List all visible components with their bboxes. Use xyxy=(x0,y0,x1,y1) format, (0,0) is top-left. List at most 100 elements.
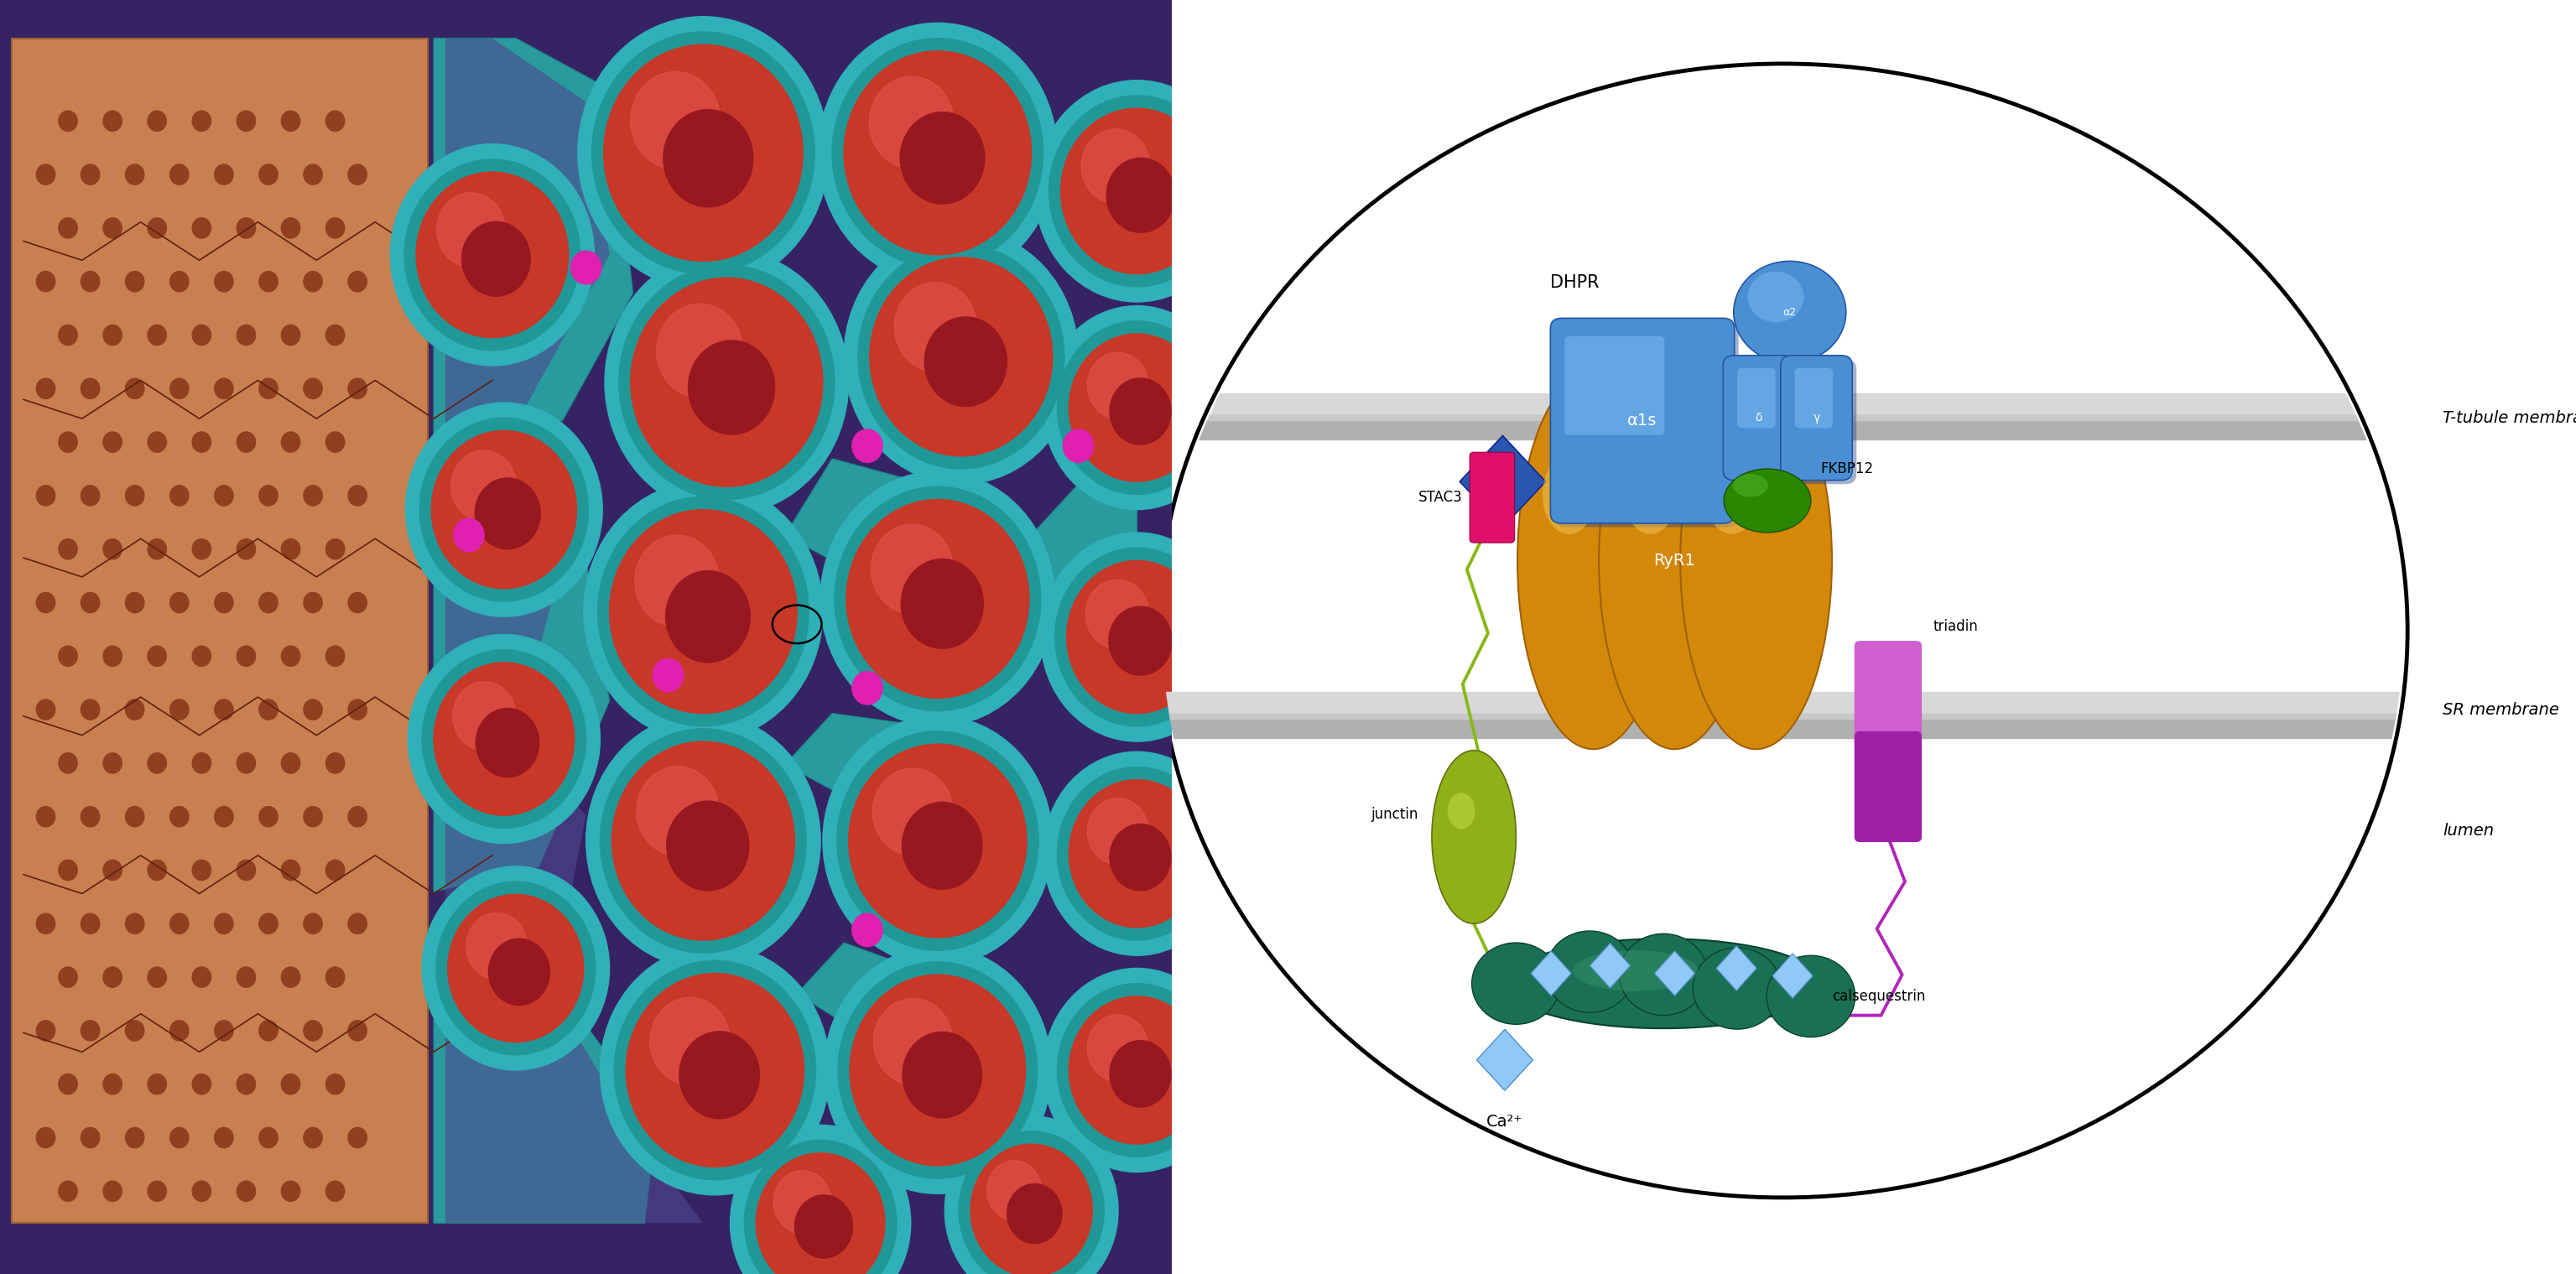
Circle shape xyxy=(80,1020,100,1041)
Circle shape xyxy=(848,744,1028,938)
Text: Ca²⁺: Ca²⁺ xyxy=(1486,1113,1522,1130)
Ellipse shape xyxy=(1705,455,1759,534)
Circle shape xyxy=(147,218,167,238)
Circle shape xyxy=(304,913,322,934)
FancyBboxPatch shape xyxy=(1780,355,1852,480)
Polygon shape xyxy=(1589,943,1631,989)
Circle shape xyxy=(260,1127,278,1148)
Circle shape xyxy=(147,1181,167,1201)
Circle shape xyxy=(853,671,884,705)
Circle shape xyxy=(59,753,77,773)
Circle shape xyxy=(325,967,345,987)
Circle shape xyxy=(1110,378,1172,445)
Circle shape xyxy=(80,271,100,292)
Circle shape xyxy=(237,111,255,131)
Text: FKBP12: FKBP12 xyxy=(1821,461,1873,476)
Ellipse shape xyxy=(1623,455,1677,534)
Ellipse shape xyxy=(1692,948,1783,1029)
Circle shape xyxy=(147,753,167,773)
Circle shape xyxy=(603,45,804,261)
Circle shape xyxy=(80,699,100,720)
Bar xyxy=(1162,692,2403,713)
Circle shape xyxy=(585,482,822,741)
FancyBboxPatch shape xyxy=(1728,359,1798,484)
Circle shape xyxy=(902,1032,981,1119)
Circle shape xyxy=(611,510,796,713)
Polygon shape xyxy=(786,713,925,815)
Polygon shape xyxy=(1654,950,1695,996)
Circle shape xyxy=(281,111,299,131)
Text: δ: δ xyxy=(1754,412,1762,424)
Ellipse shape xyxy=(1680,372,1832,749)
Circle shape xyxy=(848,499,1028,698)
Circle shape xyxy=(214,485,234,506)
Circle shape xyxy=(237,1074,255,1094)
Circle shape xyxy=(1056,548,1218,726)
Circle shape xyxy=(407,634,600,843)
Circle shape xyxy=(634,535,719,627)
FancyBboxPatch shape xyxy=(1855,641,1922,747)
Circle shape xyxy=(103,860,121,880)
Circle shape xyxy=(260,1020,278,1041)
Ellipse shape xyxy=(1517,372,1669,749)
Circle shape xyxy=(193,325,211,345)
FancyBboxPatch shape xyxy=(1556,322,1739,527)
Circle shape xyxy=(59,967,77,987)
Circle shape xyxy=(126,699,144,720)
Circle shape xyxy=(281,860,299,880)
Circle shape xyxy=(577,17,829,289)
Circle shape xyxy=(688,340,775,434)
FancyBboxPatch shape xyxy=(1551,318,1734,524)
Circle shape xyxy=(1048,96,1224,287)
Circle shape xyxy=(193,646,211,666)
Polygon shape xyxy=(433,38,634,446)
Circle shape xyxy=(147,325,167,345)
Circle shape xyxy=(598,497,809,726)
Circle shape xyxy=(925,317,1007,406)
Circle shape xyxy=(237,539,255,559)
Circle shape xyxy=(80,164,100,185)
Circle shape xyxy=(214,806,234,827)
Polygon shape xyxy=(433,548,611,892)
Circle shape xyxy=(404,159,580,350)
Circle shape xyxy=(260,271,278,292)
Circle shape xyxy=(103,646,121,666)
Circle shape xyxy=(1159,64,2409,1198)
Circle shape xyxy=(835,487,1041,711)
Circle shape xyxy=(170,485,188,506)
Circle shape xyxy=(237,860,255,880)
Circle shape xyxy=(281,1181,299,1201)
Circle shape xyxy=(587,713,822,968)
Circle shape xyxy=(348,378,366,399)
Circle shape xyxy=(1084,580,1149,648)
Circle shape xyxy=(304,271,322,292)
Circle shape xyxy=(193,111,211,131)
Circle shape xyxy=(853,429,884,462)
Circle shape xyxy=(80,485,100,506)
Circle shape xyxy=(325,1181,345,1201)
Circle shape xyxy=(260,592,278,613)
Circle shape xyxy=(214,1020,234,1041)
Circle shape xyxy=(281,325,299,345)
Circle shape xyxy=(126,1127,144,1148)
Circle shape xyxy=(894,283,976,372)
Text: STAC3: STAC3 xyxy=(1419,490,1463,505)
Circle shape xyxy=(1734,261,1847,363)
Text: calsequestrin: calsequestrin xyxy=(1832,989,1924,1004)
Circle shape xyxy=(325,432,345,452)
Circle shape xyxy=(170,164,188,185)
FancyBboxPatch shape xyxy=(1564,336,1664,434)
Circle shape xyxy=(214,699,234,720)
Circle shape xyxy=(304,1020,322,1041)
FancyBboxPatch shape xyxy=(1723,355,1795,480)
Circle shape xyxy=(36,806,54,827)
Circle shape xyxy=(170,806,188,827)
Circle shape xyxy=(680,1032,760,1119)
Bar xyxy=(1162,394,2403,415)
Circle shape xyxy=(850,975,1025,1166)
Circle shape xyxy=(147,111,167,131)
Circle shape xyxy=(36,699,54,720)
Circle shape xyxy=(193,432,211,452)
Bar xyxy=(13,38,428,1223)
Circle shape xyxy=(348,164,366,185)
